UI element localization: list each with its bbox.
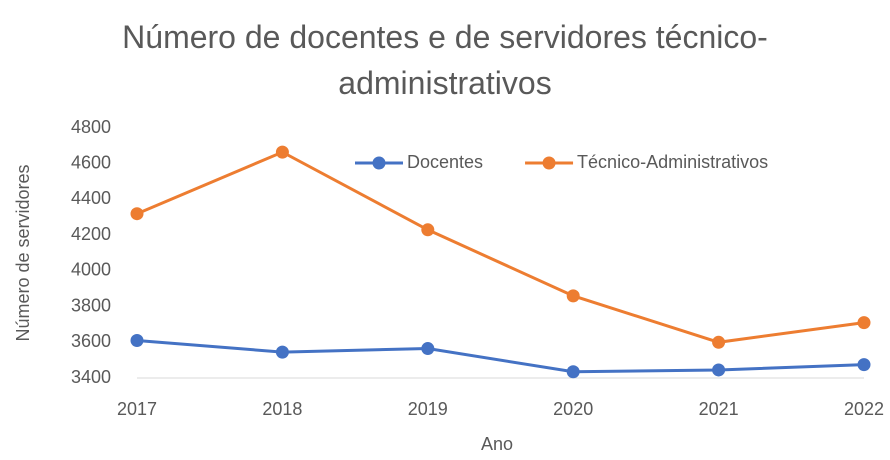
x-tick-label: 2017 (117, 399, 157, 419)
data-point (275, 145, 289, 159)
series-line (136, 150, 865, 344)
x-tick-label: 2020 (553, 399, 593, 419)
y-tick-label: 4600 (71, 152, 111, 172)
x-tick-label: 2022 (844, 399, 884, 419)
y-tick-label: 4400 (71, 188, 111, 208)
x-tick-label: 2018 (262, 399, 302, 419)
data-point (857, 316, 871, 330)
x-tick-label: 2019 (408, 399, 448, 419)
y-tick-label: 3600 (71, 331, 111, 351)
x-axis-label: Ano (481, 434, 513, 454)
x-tick-label: 2021 (699, 399, 739, 419)
y-axis-label: Número de servidores (13, 164, 33, 341)
y-tick-label: 3800 (71, 295, 111, 315)
y-tick-label: 3400 (71, 367, 111, 387)
y-tick-label: 4800 (71, 117, 111, 137)
legend-label: Docentes (407, 152, 483, 172)
data-point (130, 334, 144, 347)
data-point (421, 223, 435, 237)
y-tick-label: 4000 (71, 260, 111, 280)
series-line (136, 339, 865, 374)
data-point (130, 207, 144, 221)
data-point (566, 289, 580, 303)
data-point (421, 342, 435, 356)
y-tick-label: 4200 (71, 224, 111, 244)
data-point (712, 363, 726, 377)
legend-marker (542, 156, 556, 170)
data-point (712, 335, 726, 349)
legend-label: Técnico-Administrativos (577, 152, 768, 172)
data-point (275, 345, 289, 359)
legend-marker (372, 156, 386, 170)
chart-title: Número de docentes e de servidores técni… (122, 19, 768, 101)
data-point (857, 358, 871, 372)
data-point (566, 365, 580, 379)
